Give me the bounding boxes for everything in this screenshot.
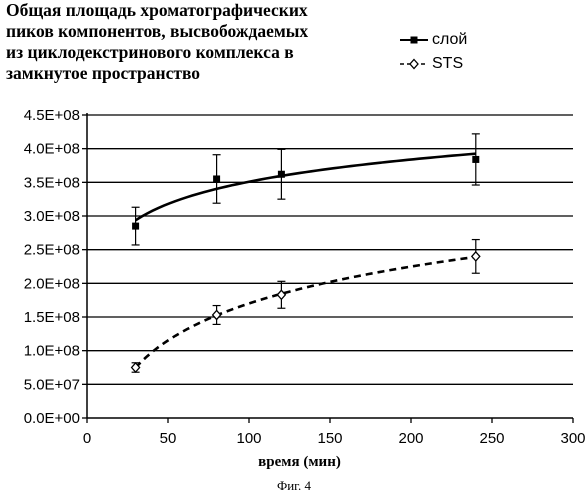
x-tick-label: 150	[317, 430, 342, 447]
x-tick-label: 0	[83, 430, 91, 447]
series-1-point	[132, 223, 139, 230]
y-tick-label: 1.0E+08	[24, 343, 80, 360]
x-axis-label: время (мин)	[258, 454, 341, 470]
x-tick-label: 200	[398, 430, 423, 447]
series-2-point	[213, 310, 221, 319]
series-1-point	[213, 175, 220, 182]
series-2-point	[277, 290, 285, 299]
y-tick-label: 3.0E+08	[24, 208, 80, 225]
y-tick-label: 4.0E+08	[24, 141, 80, 158]
x-tick-label: 50	[160, 430, 177, 447]
y-tick-label: 2.5E+08	[24, 242, 80, 259]
y-tick-label: 0.0E+00	[24, 410, 80, 427]
chart-plot: 0.0E+00 5.0E+07 1.0E+08 1.5E+08 2.0E+08 2.5E+…	[0, 0, 588, 476]
x-tick-label: 100	[236, 430, 261, 447]
series-1-trendline	[136, 154, 476, 221]
y-tick-label: 5.0E+07	[24, 376, 80, 393]
y-tick-label: 3.5E+08	[24, 174, 80, 191]
series-1-point	[278, 171, 285, 178]
series-1-point	[472, 156, 479, 163]
figure-caption: Фиг. 4	[0, 478, 588, 494]
y-tick-label: 4.5E+08	[24, 107, 80, 124]
y-tick-label: 2.0E+08	[24, 275, 80, 292]
y-tick-label: 1.5E+08	[24, 309, 80, 326]
x-tick-label: 300	[560, 430, 585, 447]
series-2-point	[472, 252, 480, 261]
x-tick-label: 250	[479, 430, 504, 447]
